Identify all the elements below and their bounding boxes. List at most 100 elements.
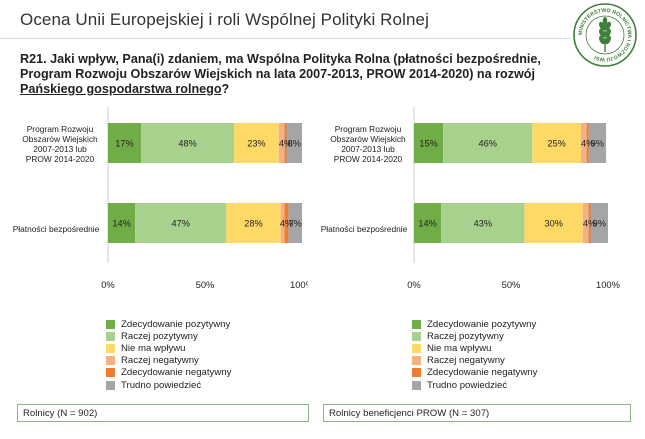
left-bar-1-4	[284, 203, 289, 243]
left-legend-swatch-5	[106, 380, 115, 390]
right-legend-item-0: Zdecydowanie pozytywny	[412, 318, 537, 330]
left-legend-label-2: Nie ma wpływu	[121, 342, 186, 354]
left-legend-swatch-3	[106, 356, 115, 366]
left-bar-1-1	[135, 203, 227, 243]
right-bar-0-5	[588, 123, 607, 163]
right-bar-1-0	[414, 203, 442, 243]
left-data-label-1-1: 47%	[172, 218, 190, 228]
left-category-label-1: Płatności bezpośrednie	[12, 224, 100, 234]
right-legend-item-2: Nie ma wpływu	[412, 342, 537, 354]
header-divider	[0, 38, 570, 39]
right-data-label-0-2: 25%	[547, 138, 565, 148]
left-legend-item-4: Zdecydowanie negatywny	[106, 367, 231, 379]
right-bar-0-4	[586, 123, 589, 163]
right-legend-swatch-5	[412, 380, 421, 390]
right-legend-swatch-0	[412, 319, 421, 329]
legend-right: Zdecydowanie pozytywny Raczej pozytywny Ni…	[412, 318, 537, 391]
right-data-label-1-5: 9%	[593, 218, 606, 228]
left-legend-label-1: Raczej pozytywny	[121, 330, 198, 342]
left-data-label-1-2: 28%	[244, 218, 262, 228]
right-category-label-1: Płatności bezpośrednie	[320, 224, 408, 234]
right-data-label-1-1: 43%	[474, 218, 492, 228]
base-note-right: Rolnicy beneficjenci PROW (N = 307)	[323, 404, 631, 422]
chart-right: 15% 46% 25% 4% 9% 14% 43% 30% 4% 9% 0% 50% 100%	[312, 105, 632, 295]
chart-right-svg: 15% 46% 25% 4%9%14% 43% 30% 4%9%0% 50% 100%	[407, 107, 620, 290]
left-bar-0-1	[140, 123, 235, 163]
right-legend-item-3: Raczej negatywny	[412, 355, 537, 367]
left-data-label-0-0: 17%	[115, 138, 133, 148]
right-data-label-0-0: 15%	[419, 138, 437, 148]
left-legend-swatch-0	[106, 319, 115, 329]
left-data-label-1-4: 4%	[280, 218, 293, 228]
left-legend-swatch-4	[106, 368, 115, 378]
right-data-label-1-2: 30%	[544, 218, 562, 228]
right-data-label-1-4: 4%	[583, 218, 596, 228]
left-category-label-0: Program Rozwoju Obszarów Wiejskich 2007-…	[22, 124, 98, 164]
left-bar-0-5	[286, 123, 302, 163]
right-bar-0-0	[414, 123, 444, 163]
left-legend-label-5: Trudno powiedzieć	[121, 379, 202, 391]
right-legend-label-1: Raczej pozytywny	[427, 330, 504, 342]
left-bar-0-2	[234, 123, 279, 163]
right-legend-label-5: Trudno powiedzieć	[427, 379, 508, 391]
left-legend-item-0: Zdecydowanie pozytywny	[106, 318, 231, 330]
chart-left-svg: 17%48%23%4%8%14%47%28%4%7%0%50%100%	[101, 107, 308, 290]
left-bar-1-5	[288, 203, 302, 243]
right-bar-1-3	[582, 203, 589, 243]
right-legend-item-5: Trudno powiedzieć	[412, 379, 537, 391]
left-bar-0-4	[284, 123, 287, 163]
left-bar-0-0	[108, 123, 141, 163]
right-data-label-0-4: 4%	[581, 138, 594, 148]
left-bar-0-3	[278, 123, 285, 163]
question-end: ?	[221, 82, 230, 96]
right-bar-0-3	[580, 123, 587, 163]
right-data-label-1-0: 14%	[418, 218, 436, 228]
right-bar-1-4	[588, 203, 591, 243]
left-legend-item-2: Nie ma wpływu	[106, 342, 231, 354]
base-note-left: Rolnicy (N = 902)	[17, 404, 309, 422]
left-tick-label-1: 50%	[196, 279, 215, 290]
left-data-label-1-5: 7%	[289, 218, 302, 228]
right-data-label-0-1: 46%	[479, 138, 497, 148]
right-bar-0-2	[532, 123, 581, 163]
left-tick-label-2: 100%	[290, 279, 308, 290]
left-data-label-0-2: 23%	[247, 138, 265, 148]
left-bar-1-2	[226, 203, 281, 243]
right-tick-label-1: 50%	[502, 279, 521, 290]
left-legend-label-4: Zdecydowanie negatywny	[121, 367, 232, 379]
left-legend-item-3: Raczej negatywny	[106, 355, 231, 367]
right-legend-item-4: Zdecydowanie negatywny	[412, 367, 537, 379]
right-data-label-0-5: 9%	[591, 138, 604, 148]
left-data-label-1-0: 14%	[112, 218, 130, 228]
wheat-icon	[599, 16, 611, 52]
left-legend-swatch-2	[106, 343, 115, 353]
right-category-label-0: Program Rozwoju Obszarów Wiejskich 2007-…	[330, 124, 406, 164]
chart-left: 17%48%23%4%8%14%47%28%4%7%0%50%100%	[8, 105, 308, 295]
right-legend-item-1: Raczej pozytywny	[412, 330, 537, 342]
right-tick-label-0: 0%	[407, 279, 421, 290]
right-bar-1-5	[590, 203, 608, 243]
right-bar-0-1	[443, 123, 533, 163]
right-legend-label-4: Zdecydowanie negatywny	[427, 367, 538, 379]
left-bar-1-3	[280, 203, 285, 243]
left-tick-label-0: 0%	[101, 279, 115, 290]
right-legend-swatch-1	[412, 331, 421, 341]
left-data-label-0-5: 8%	[288, 138, 301, 148]
left-legend-swatch-1	[106, 331, 115, 341]
left-data-label-0-4: 4%	[279, 138, 292, 148]
left-legend-item-5: Trudno powiedzieć	[106, 379, 231, 391]
page-title: Ocena Unii Europejskiej i roli Wspólnej …	[20, 10, 429, 29]
question-text: R21. Jaki wpływ, Pana(i) zdaniem, ma Wsp…	[20, 52, 580, 97]
left-data-label-0-1: 48%	[178, 138, 196, 148]
right-legend-swatch-2	[412, 343, 421, 353]
left-legend-label-3: Raczej negatywny	[121, 355, 199, 367]
right-legend-swatch-3	[412, 356, 421, 366]
legend-left: Zdecydowanie pozytywny Raczej pozytywny Ni…	[106, 318, 231, 391]
left-legend-label-0: Zdecydowanie pozytywny	[121, 318, 231, 330]
question-highlight: Pańskiego gospodarstwa rolnego	[20, 82, 222, 96]
right-legend-label-0: Zdecydowanie pozytywny	[427, 318, 537, 330]
right-bar-1-1	[441, 203, 525, 243]
left-bar-1-0	[108, 203, 136, 243]
ministry-logo: MINISTERSTWO ROLNICTWA I ROZWOJU WSI	[573, 3, 637, 67]
right-legend-label-3: Raczej negatywny	[427, 355, 505, 367]
